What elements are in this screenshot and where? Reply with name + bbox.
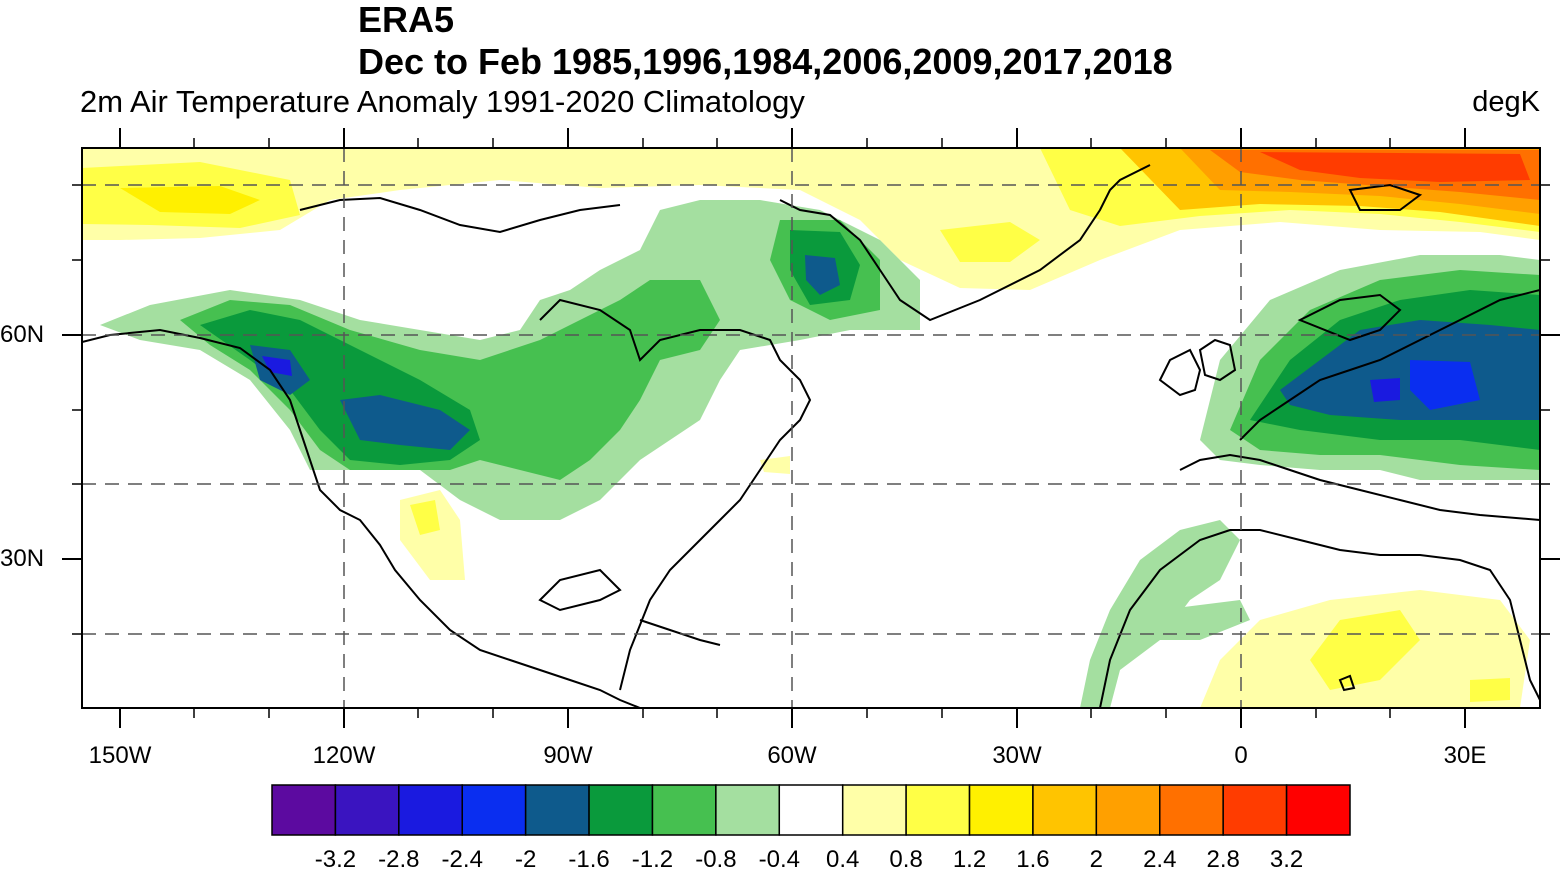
colorbar-swatch bbox=[1222, 784, 1288, 836]
coastlines bbox=[82, 164, 1540, 708]
units-label: degK bbox=[1472, 86, 1540, 118]
colorbar-swatch bbox=[968, 784, 1034, 836]
colorbar bbox=[271, 784, 1351, 836]
map-frame bbox=[81, 147, 1541, 709]
colorbar-swatch bbox=[398, 784, 463, 836]
lon-label-120w: 120W bbox=[312, 742, 376, 769]
colorbar-swatch bbox=[588, 784, 654, 836]
colorbar-label: 2.8 bbox=[1206, 846, 1240, 873]
colorbar-swatch bbox=[271, 784, 337, 836]
colorbar-swatch bbox=[651, 784, 717, 836]
colorbar-label: 1.6 bbox=[1016, 846, 1050, 873]
colorbar-label: 3.2 bbox=[1269, 846, 1304, 873]
lat-label-60n: 60N bbox=[0, 321, 45, 348]
colorbar-swatch bbox=[524, 784, 590, 836]
colorbar-label: 1.2 bbox=[952, 846, 987, 873]
colorbar-swatch bbox=[1032, 784, 1098, 836]
colorbar-swatch bbox=[1285, 784, 1351, 836]
colorbar-label: 2.4 bbox=[1143, 846, 1177, 873]
colorbar-swatch bbox=[905, 784, 971, 836]
gridlines bbox=[82, 148, 1540, 708]
colorbar-label: -0.8 bbox=[695, 846, 737, 873]
lon-label-30e: 30E bbox=[1443, 742, 1487, 769]
colorbar-swatch bbox=[1095, 784, 1161, 836]
colorbar-swatch bbox=[778, 784, 844, 836]
axis-ticks bbox=[62, 128, 1560, 728]
lon-label-150w: 150W bbox=[88, 742, 152, 769]
colorbar-label: -1.6 bbox=[568, 846, 610, 873]
colorbar-swatch bbox=[841, 784, 907, 836]
colorbar-swatch bbox=[1159, 784, 1224, 836]
lon-label-60w: 60W bbox=[767, 742, 817, 769]
colorbar-label: -2 bbox=[514, 846, 537, 873]
colorbar-label: -2.4 bbox=[441, 846, 483, 873]
lon-label-30w: 30W bbox=[992, 742, 1042, 769]
title-dataset: ERA5 bbox=[358, 0, 455, 40]
colorbar-label: 2 bbox=[1089, 846, 1104, 873]
lon-label-0: 0 bbox=[1234, 742, 1248, 769]
lon-label-90w: 90W bbox=[543, 742, 593, 769]
colorbar-label: -3.2 bbox=[314, 846, 357, 873]
variable-subtitle: 2m Air Temperature Anomaly 1991-2020 Cli… bbox=[80, 84, 805, 119]
shaded-anomaly-field bbox=[82, 148, 1540, 708]
colorbar-label: -2.8 bbox=[378, 846, 420, 873]
colorbar-label: 0.4 bbox=[826, 846, 860, 873]
colorbar-label: -0.4 bbox=[758, 846, 800, 873]
title-period: Dec to Feb 1985,1996,1984,2006,2009,2017… bbox=[358, 41, 1173, 82]
colorbar-label: -1.2 bbox=[631, 846, 674, 873]
colorbar-swatch bbox=[334, 784, 400, 836]
colorbar-swatch bbox=[715, 784, 781, 836]
lat-label-30n: 30N bbox=[0, 545, 45, 572]
minor-ticks bbox=[72, 138, 1550, 718]
colorbar-label: 0.8 bbox=[889, 846, 923, 873]
colorbar-swatch bbox=[461, 784, 527, 836]
